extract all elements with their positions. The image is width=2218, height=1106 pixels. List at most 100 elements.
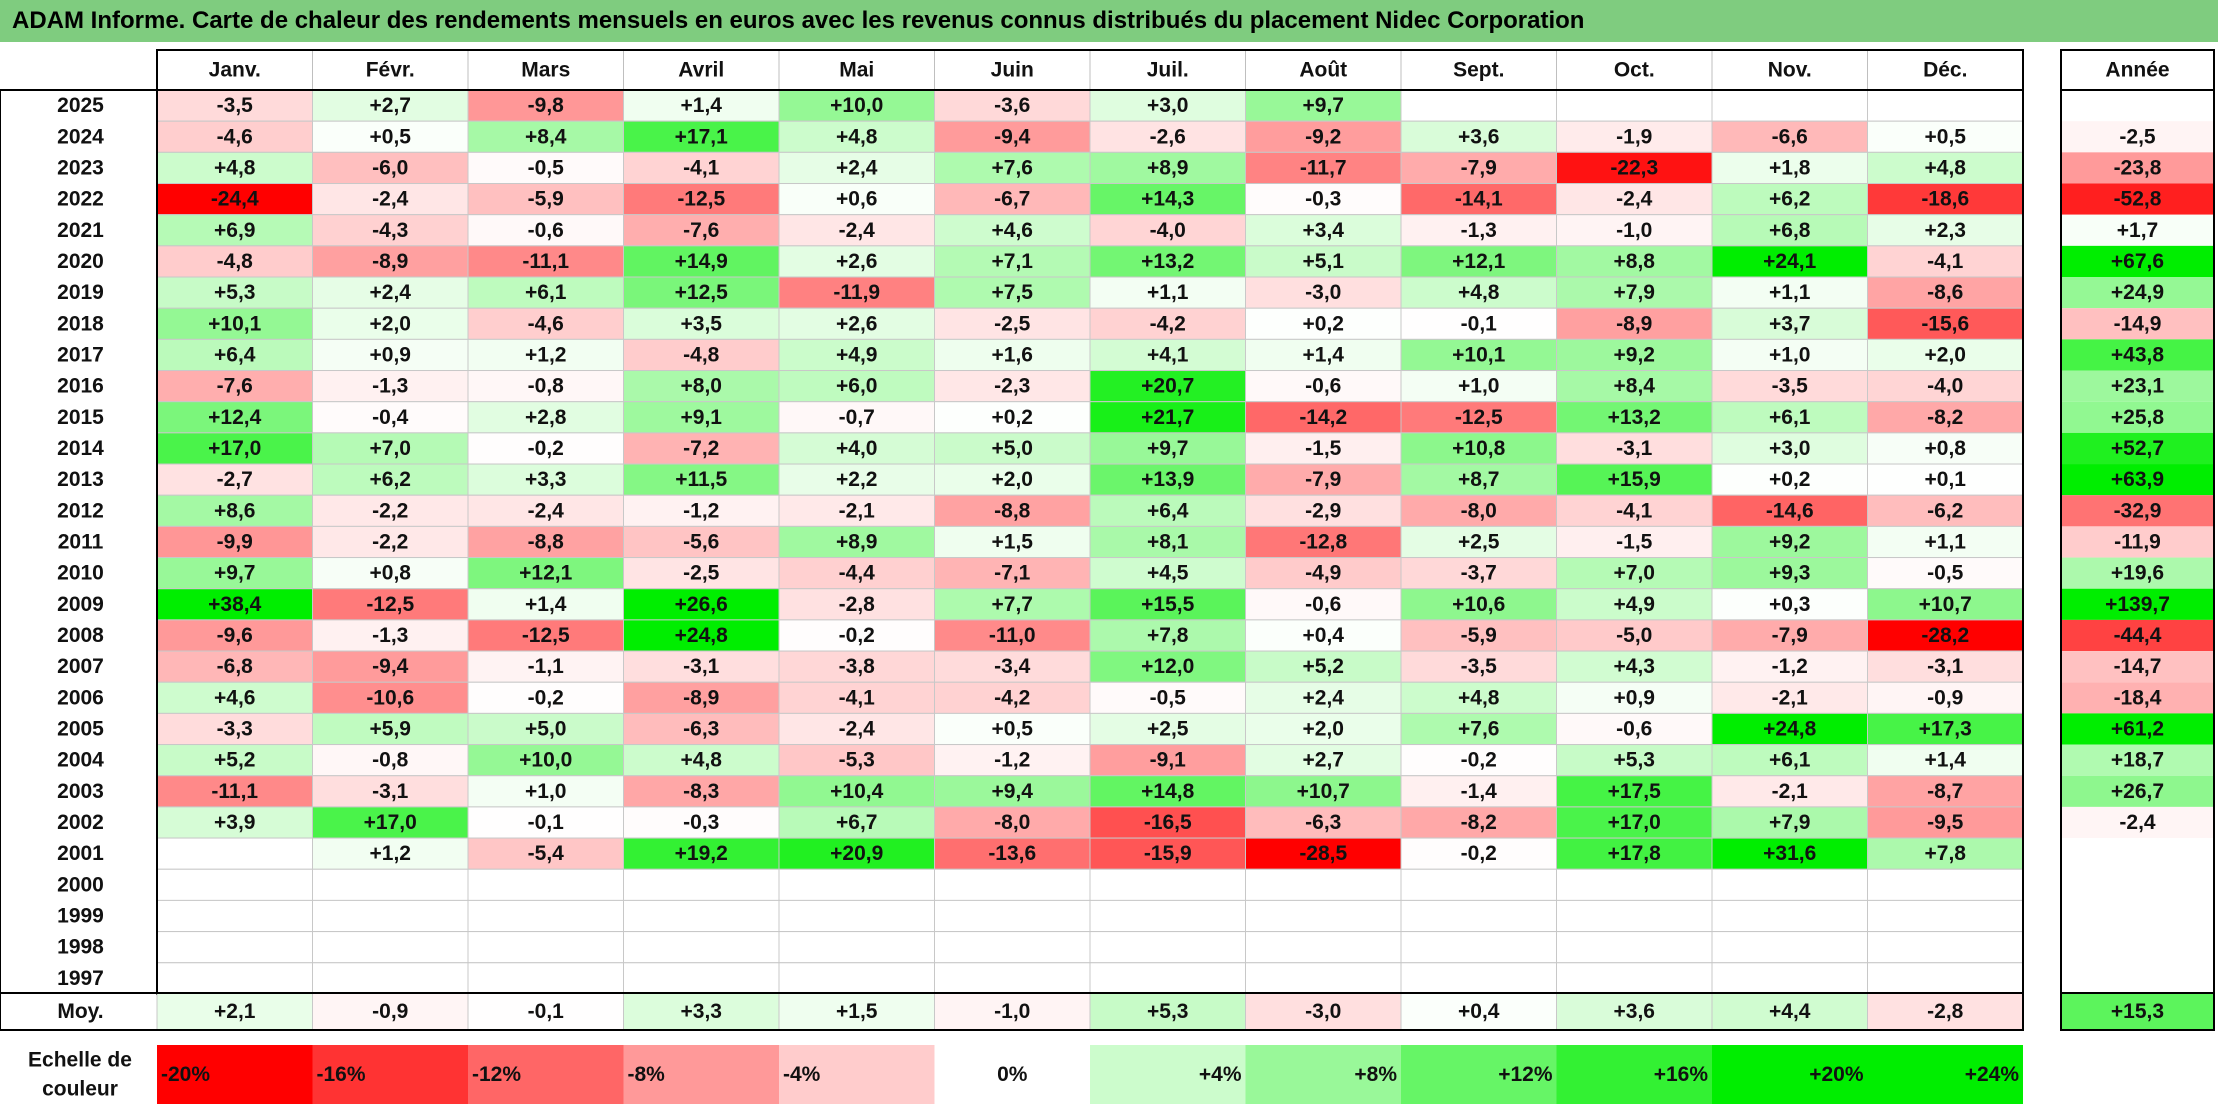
heatmap-cell [1711,557,1868,590]
heatmap-cell [1089,899,1246,933]
row-label: 2005 [57,717,104,740]
heatmap-cell [156,214,313,247]
heatmap-cell [1400,183,1557,216]
scale-label: Echelle de [28,1049,132,1072]
cell-value: +11,5 [675,468,727,491]
heatmap-cell [623,463,780,496]
cell-value: +0,5 [1925,125,1967,148]
cell-value: -1,2 [994,749,1030,772]
cell-value: -3,5 [217,94,254,117]
cell-value: +4,1 [1147,343,1189,366]
year-cell [2061,526,2214,558]
cell-value: +8,0 [681,375,722,398]
cell-value: +2,4 [1303,686,1345,709]
year-value: +1,7 [2117,219,2158,242]
year-value: -52,8 [2114,188,2162,211]
row-label: 2015 [57,406,104,429]
cell-value: +12,1 [1452,250,1505,273]
cell-value: -0,8 [528,375,565,398]
heatmap-cell [934,775,1091,808]
heatmap-cell [1089,463,1246,496]
heatmap-cell [1556,89,1713,122]
cell-value: +4,8 [1458,281,1500,304]
cell-value: +1,0 [525,780,566,803]
cell-value: +24,8 [675,624,728,647]
cell-value: -4,3 [372,219,408,242]
cell-value: -2,2 [372,530,408,553]
heatmap-cell [1089,183,1246,216]
cell-value: -18,6 [1921,188,1969,211]
cell-value: -7,6 [217,375,253,398]
heatmap-cell [1089,681,1246,714]
cell-value: -3,8 [839,655,876,678]
cell-value: -5,4 [528,842,565,865]
heatmap-cell [1556,962,1713,995]
heatmap-cell [1556,120,1713,153]
average-cell [623,992,780,1031]
cell-value: -1,1 [528,655,565,678]
heatmap-cell [1089,868,1246,901]
year-cell [2061,432,2214,465]
heatmap-cell [1089,650,1246,683]
scale-label: couleur [42,1078,118,1101]
cell-value: -5,0 [1616,624,1652,647]
heatmap-cell [1245,183,1402,216]
heatmap-cell [156,588,313,621]
cell-value: -2,6 [1150,125,1186,148]
cell-value: -4,8 [683,343,720,366]
cell-value: +9,7 [214,562,255,585]
heatmap-cell [934,744,1091,777]
cell-value: -8,0 [994,811,1030,834]
heatmap-cell [778,868,935,901]
cell-value: -3,7 [1461,562,1497,585]
heatmap-cell [1711,214,1868,247]
cell-value: +9,1 [681,406,723,429]
scale-step-label: +4% [1199,1063,1242,1086]
cell-value: +8,7 [1458,468,1499,491]
cell-value: -1,3 [1461,219,1497,242]
heatmap-cell [312,525,469,559]
heatmap-cell [1556,806,1713,839]
cell-value: -0,5 [1927,562,1964,585]
row-label: 2014 [57,437,104,460]
average-cell [934,992,1091,1031]
cell-value: -4,0 [1927,375,1963,398]
heatmap-cell [778,899,935,933]
heatmap-cell [934,338,1091,372]
cell-value: +6,1 [525,281,567,304]
scale-swatch [1401,1045,1557,1104]
heatmap-cell [934,214,1091,247]
heatmap-cell [312,307,469,340]
cell-value: +5,3 [214,281,255,304]
scale-step-label: 0% [997,1063,1028,1086]
heatmap-cell [1245,962,1402,995]
heatmap-cell [467,525,624,559]
cell-value: +6,9 [214,219,255,242]
cell-value: +7,7 [992,593,1033,616]
average-label: Moy. [57,1000,103,1023]
heatmap-cell [623,650,780,683]
cell-value: -15,6 [1921,312,1969,335]
heatmap-cell [1400,868,1557,901]
scale-swatch [934,1045,1090,1104]
row-label: 2002 [57,811,104,834]
average-value: +3,6 [1614,1000,1655,1023]
cell-value: -11,0 [989,624,1036,647]
heatmap-cell [156,494,313,527]
heatmap-cell [1400,899,1557,933]
scale-step-label: +24% [1965,1063,2020,1086]
year-value: +139,7 [2105,593,2170,616]
row-label: 2012 [57,499,104,522]
cell-value: -4,2 [994,686,1030,709]
heatmap-cell [1245,899,1402,933]
heatmap-cell [156,899,313,933]
heatmap-cell [1245,557,1402,590]
year-cell [2061,339,2214,371]
heatmap-cell [1867,962,2024,995]
cell-value: +8,9 [836,530,877,553]
column-header-cell [1867,49,2024,91]
row-label: 2025 [57,94,104,117]
heatmap-cell [1245,245,1402,278]
cell-value: -11,7 [1300,156,1347,179]
